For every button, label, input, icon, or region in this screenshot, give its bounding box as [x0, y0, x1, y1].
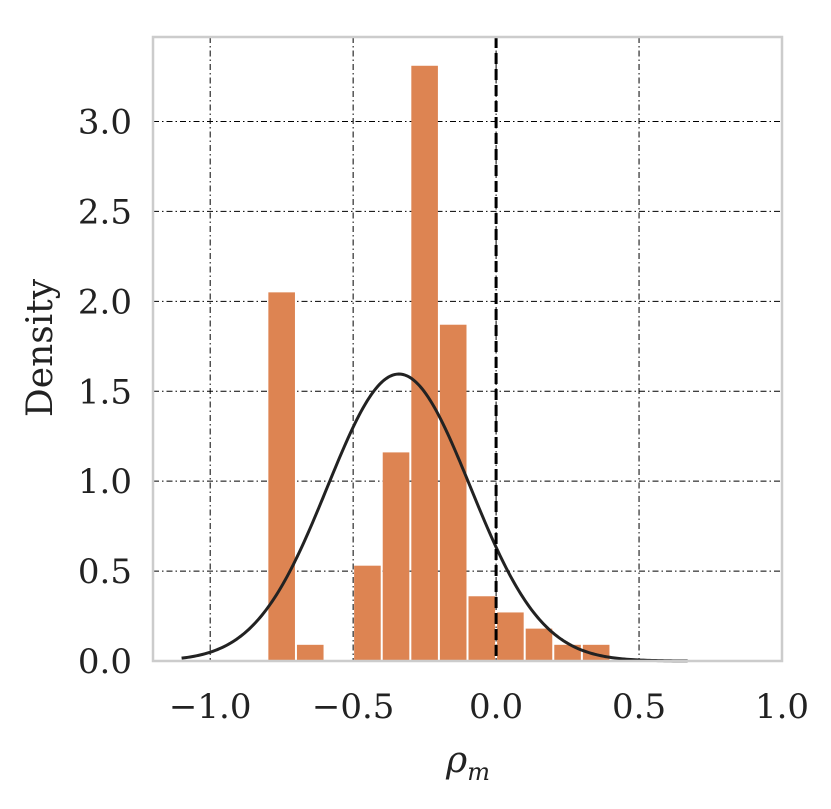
y-tick-label-6: 3.0: [78, 103, 132, 143]
histogram-bar-6: [468, 596, 496, 661]
histogram-bar-8: [525, 628, 553, 661]
y-tick-label-3: 1.5: [78, 372, 132, 412]
histogram-bar-5: [439, 324, 467, 661]
histogram-bar-1: [296, 644, 324, 661]
x-axis-label: ρm: [445, 740, 490, 786]
x-axis-label-subscript: m: [467, 758, 490, 786]
plot-frame-group: [151, 35, 784, 663]
y-axis-label: Density: [20, 278, 61, 417]
density-curve-group: [181, 372, 688, 663]
y-tick-label-1: 0.5: [78, 552, 132, 592]
plot-frame: [151, 35, 784, 663]
grid-lines: [153, 37, 783, 662]
x-axis-label-main: ρ: [445, 740, 467, 781]
x-tick-label-3: 0.5: [612, 687, 666, 727]
histogram-bar-0: [268, 292, 295, 661]
histogram-bars: [268, 65, 610, 661]
x-tick-label-1: −0.5: [312, 687, 395, 727]
histogram-bar-2: [354, 565, 381, 661]
x-tick-labels: −1.0 −0.5 0.0 0.5 1.0: [169, 687, 809, 727]
y-tick-label-5: 2.5: [78, 192, 132, 232]
y-tick-label-4: 2.0: [78, 282, 132, 322]
y-tick-label-0: 0.0: [78, 642, 132, 682]
histogram-bar-7: [497, 612, 524, 661]
histogram-bar-9: [554, 644, 581, 661]
y-tick-label-2: 1.0: [78, 462, 132, 502]
x-tick-label-0: −1.0: [169, 687, 252, 727]
histogram-bar-4: [411, 65, 438, 661]
x-tick-label-4: 1.0: [755, 687, 809, 727]
density-curve: [181, 372, 688, 663]
histogram-bar-3: [382, 452, 410, 661]
x-tick-label-2: 0.0: [469, 687, 523, 727]
y-tick-labels: 0.0 0.5 1.0 1.5 2.0 2.5 3.0: [78, 103, 132, 682]
